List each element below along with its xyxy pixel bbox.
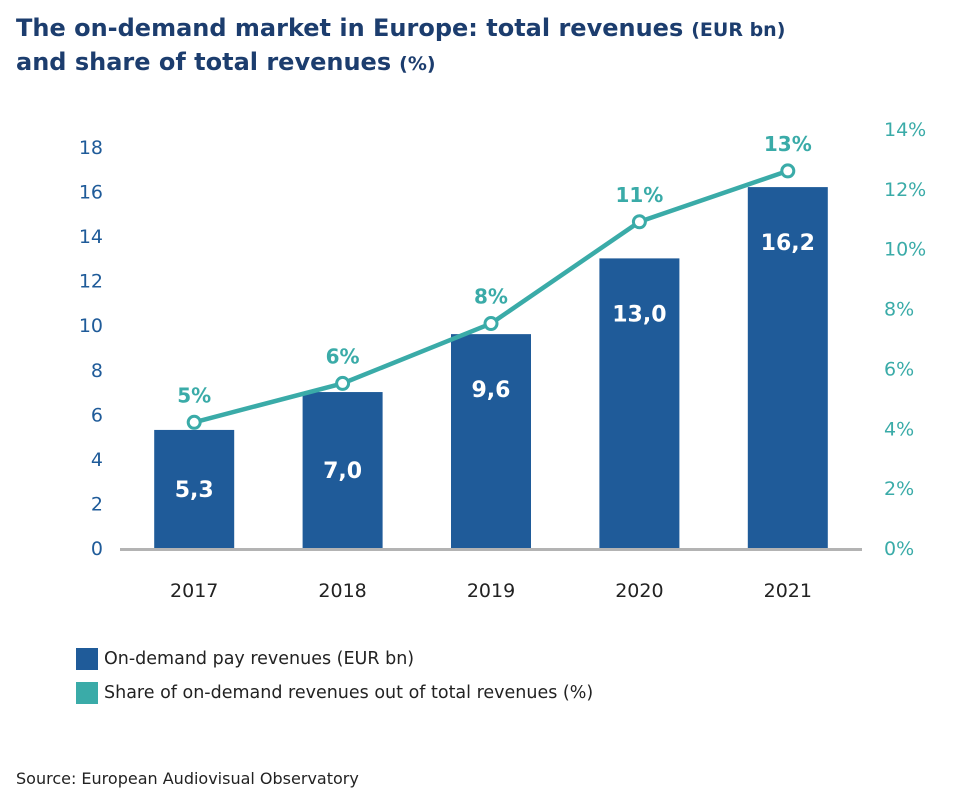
source-note: Source: European Audiovisual Observatory	[16, 769, 359, 788]
y-right-tick-label: 4%	[884, 418, 914, 440]
bar	[302, 392, 383, 548]
bar	[599, 258, 680, 548]
share-point	[483, 316, 499, 332]
share-value-label: 13%	[764, 132, 812, 156]
legend-swatch-line	[76, 682, 98, 704]
y-right-tick-label: 10%	[884, 239, 926, 261]
x-tick-label: 2021	[764, 580, 812, 602]
bar	[451, 334, 531, 548]
y-right-tick-label: 14%	[884, 119, 926, 141]
legend: On-demand pay revenues (EUR bn) Share of…	[76, 642, 593, 710]
share-point	[335, 375, 351, 391]
x-tick-label: 2020	[615, 580, 663, 602]
title-line-2-main: and share of total revenues	[16, 48, 392, 76]
share-value-label: 5%	[177, 383, 211, 407]
y-left-tick-label: 10	[79, 315, 103, 337]
legend-item-bar: On-demand pay revenues (EUR bn)	[76, 642, 593, 676]
y-left-tick-label: 12	[79, 271, 103, 293]
y-left-tick-label: 16	[79, 182, 103, 204]
share-point	[186, 414, 202, 430]
chart-title: The on-demand market in Europe: total re…	[16, 12, 956, 80]
y-right-tick-label: 2%	[884, 478, 914, 500]
y-right-tick-label: 8%	[884, 299, 914, 321]
x-tick-label: 2017	[170, 580, 218, 602]
legend-swatch-bar	[76, 648, 98, 670]
combo-chart: 0 2 4 6 8 10 12 14 16 18 0% 2% 4% 6% 8% 10% 12% 14% 5,3 7,0…	[79, 119, 926, 602]
x-tick-label: 2019	[467, 580, 515, 602]
bar-value-label: 13,0	[612, 302, 666, 327]
y-left-tick-label: 14	[79, 226, 103, 248]
bar-value-label: 16,2	[761, 231, 815, 256]
y-left-tick-label: 0	[91, 538, 103, 560]
share-value-label: 6%	[326, 344, 360, 368]
legend-label-line: Share of on-demand revenues out of total…	[104, 683, 594, 703]
y-left-tick-label: 2	[91, 493, 103, 515]
title-line-1: The on-demand market in Europe: total re…	[16, 12, 956, 46]
x-tick-label: 2018	[318, 580, 366, 602]
y-left-tick-label: 8	[91, 360, 103, 382]
title-line-1-main: The on-demand market in Europe: total re…	[16, 14, 684, 42]
share-point	[631, 214, 647, 230]
y-right-tick-label: 6%	[884, 358, 914, 380]
bar	[154, 429, 235, 548]
y-left-tick-label: 18	[79, 137, 103, 159]
y-left-tick-label: 4	[91, 449, 103, 471]
y-right-tick-label: 12%	[884, 179, 926, 201]
y-left-tick-label: 6	[91, 404, 103, 426]
title-line-1-unit: (EUR bn)	[691, 19, 786, 41]
bar-value-label: 9,6	[472, 378, 511, 403]
y-right-tick-label: 0%	[884, 538, 914, 560]
title-line-2: and share of total revenues (%)	[16, 46, 956, 80]
bar-value-label: 7,0	[323, 459, 362, 484]
legend-item-line: Share of on-demand revenues out of total…	[76, 676, 593, 710]
title-line-2-unit: (%)	[399, 53, 436, 75]
bar	[747, 187, 828, 548]
share-value-label: 11%	[615, 183, 663, 207]
share-value-label: 8%	[474, 285, 508, 309]
legend-label-bar: On-demand pay revenues (EUR bn)	[104, 649, 415, 669]
share-point	[780, 163, 796, 179]
bar-value-label: 5,3	[175, 478, 214, 503]
